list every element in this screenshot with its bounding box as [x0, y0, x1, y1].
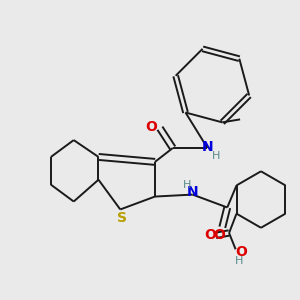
Text: S: S — [117, 212, 127, 225]
Text: O: O — [235, 245, 247, 259]
Text: H: H — [212, 151, 220, 161]
Text: H: H — [182, 180, 191, 190]
Text: N: N — [202, 140, 214, 154]
Text: O: O — [204, 228, 216, 242]
Text: O: O — [146, 120, 158, 134]
Text: H: H — [234, 256, 243, 266]
Text: O: O — [213, 228, 225, 242]
Text: N: N — [187, 185, 198, 199]
